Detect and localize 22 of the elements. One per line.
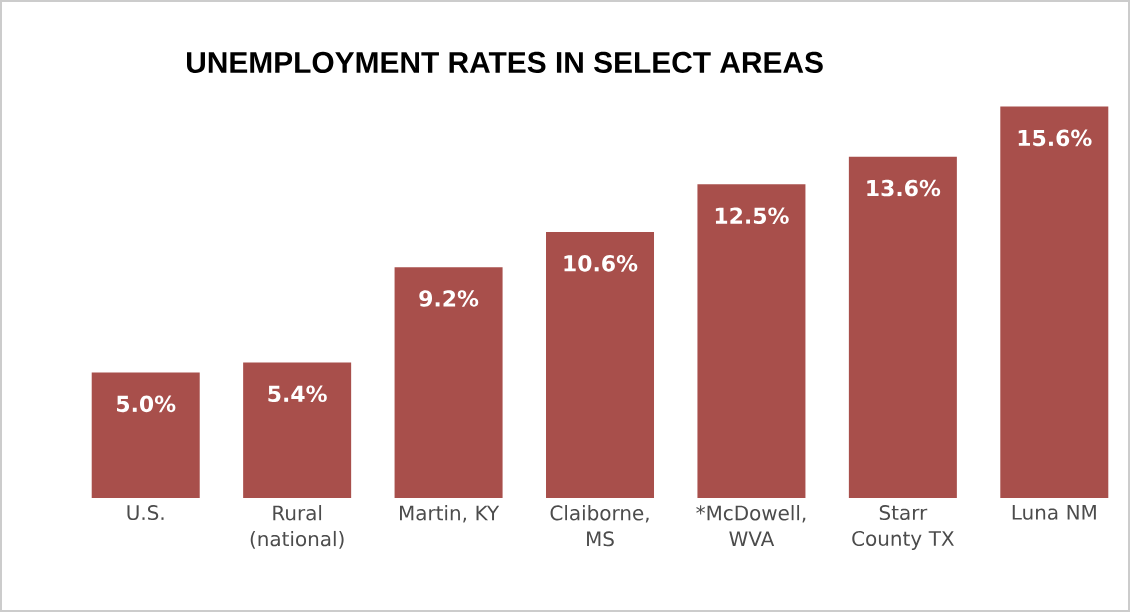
data-label: 5.4% (268, 385, 327, 403)
x-tick-label: Claiborne, MS (550, 505, 649, 547)
chart-title: UNEMPLOYMENT RATES IN SELECT AREAS (187, 51, 823, 73)
bar (394, 267, 503, 498)
x-tick-label: Starr County TX (852, 505, 954, 550)
bar (546, 232, 655, 498)
data-label: 15.6% (1018, 129, 1092, 147)
bar (1000, 106, 1109, 498)
x-tick-label: *McDowell, WVA (696, 505, 806, 547)
x-tick-label: Luna NM (1012, 505, 1096, 520)
data-label: 13.6% (867, 179, 941, 197)
x-tick-label: Rural (national) (250, 505, 344, 549)
data-label: 5.0% (117, 395, 176, 413)
data-label: 9.2% (419, 290, 479, 307)
bar (848, 156, 957, 498)
x-tick-label: Martin, KY (400, 505, 500, 523)
bar (243, 362, 352, 498)
data-label: 10.6% (564, 255, 638, 272)
data-label: 12.5% (715, 207, 789, 224)
bar (91, 372, 200, 498)
x-tick-label: U.S. (127, 505, 164, 521)
bar (697, 184, 806, 498)
